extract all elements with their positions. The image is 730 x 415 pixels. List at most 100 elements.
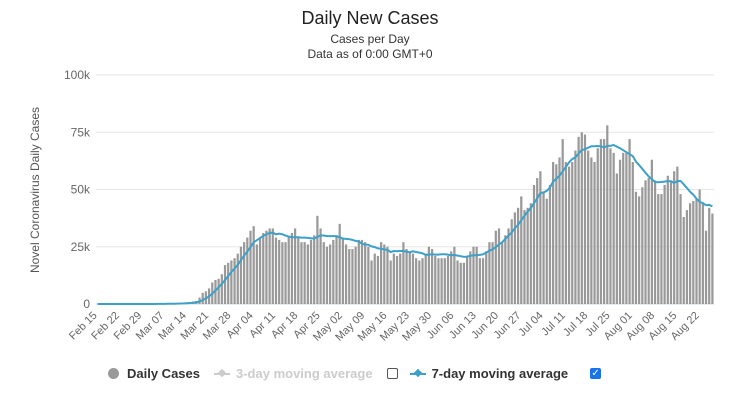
bar — [567, 166, 571, 304]
bar — [532, 184, 536, 304]
bar — [625, 152, 628, 304]
y-tick-label: 50k — [71, 183, 91, 197]
bar — [701, 203, 704, 304]
bar — [364, 242, 367, 304]
bar — [265, 230, 268, 304]
bar — [220, 274, 223, 304]
bar — [580, 132, 583, 304]
bar — [214, 279, 217, 304]
bar — [561, 139, 564, 304]
bar — [704, 230, 708, 304]
bar — [660, 194, 663, 304]
bar — [430, 249, 434, 304]
bar — [650, 159, 653, 304]
bar — [306, 244, 309, 304]
bar — [373, 253, 376, 304]
bar — [596, 148, 599, 304]
bar — [408, 251, 411, 304]
bar — [497, 228, 501, 304]
x-tick-label: Jul 04 — [516, 310, 545, 339]
bar — [494, 230, 497, 304]
bar — [666, 175, 669, 304]
chart-subtitle: Cases per Day — [330, 32, 409, 46]
bar — [478, 258, 481, 304]
bar — [227, 262, 230, 304]
x-tick-label: Jul 18 — [561, 310, 590, 339]
bar — [418, 260, 421, 304]
bar — [274, 237, 278, 304]
bar — [255, 244, 258, 304]
bar — [338, 223, 341, 304]
bar — [622, 152, 625, 304]
bar — [446, 255, 450, 304]
bar — [450, 251, 453, 304]
bar — [602, 139, 606, 304]
bar — [415, 258, 418, 304]
bar — [217, 278, 220, 304]
bar — [612, 152, 615, 304]
bar — [571, 162, 574, 304]
bar — [542, 191, 545, 304]
bar — [290, 233, 294, 304]
bar — [411, 253, 415, 304]
bar — [348, 249, 351, 304]
bar — [501, 242, 504, 304]
bar — [529, 203, 532, 304]
bar — [698, 189, 701, 304]
legend-7day-average[interactable]: 7-day moving average — [409, 366, 568, 381]
bar — [389, 260, 392, 304]
bar — [399, 253, 402, 304]
bar — [293, 228, 297, 304]
bar — [354, 246, 357, 304]
bar — [587, 150, 590, 304]
bar — [370, 260, 373, 304]
bar — [239, 246, 243, 304]
bar — [606, 125, 609, 304]
legend-daily-cases[interactable]: Daily Cases — [108, 366, 200, 381]
bar — [679, 194, 682, 304]
bar — [539, 171, 542, 304]
3day-average-checkbox[interactable] — [386, 368, 398, 379]
bar — [223, 265, 227, 304]
bar — [287, 237, 290, 304]
bar — [676, 166, 679, 304]
bar — [392, 253, 395, 304]
bar — [284, 242, 287, 304]
bar — [555, 164, 558, 304]
y-tick-label: 100k — [64, 68, 91, 82]
legend-3day-average[interactable]: 3-day moving average — [214, 366, 373, 381]
bar — [335, 235, 338, 304]
bar — [536, 178, 539, 304]
chart-subtitle-2: Data as of 0:00 GMT+0 — [307, 47, 432, 61]
bar — [379, 242, 383, 304]
bar — [332, 239, 335, 304]
bar — [548, 184, 552, 304]
bar — [443, 258, 446, 304]
bar — [583, 134, 587, 304]
bar — [456, 260, 459, 304]
y-tick-label: 25k — [71, 240, 91, 254]
bar — [491, 242, 494, 304]
bar — [246, 237, 249, 304]
bar — [271, 228, 274, 304]
bar — [513, 212, 517, 304]
bar — [485, 251, 488, 304]
bar — [300, 242, 303, 304]
bar — [657, 194, 660, 304]
bar — [341, 237, 344, 304]
7day-average-checkbox[interactable]: ✓ — [590, 368, 602, 379]
chart-title: Daily New Cases — [301, 8, 438, 28]
bar — [268, 228, 271, 304]
bar — [386, 246, 389, 304]
bar — [520, 196, 523, 304]
bar — [590, 157, 593, 304]
bar — [466, 255, 469, 304]
bar — [688, 203, 692, 304]
bar — [488, 242, 491, 304]
bar — [303, 242, 306, 304]
bar — [695, 198, 698, 304]
y-axis-title: Novel Coronavirus Daily Cases — [28, 107, 42, 273]
bar — [692, 200, 695, 304]
bar — [236, 253, 239, 304]
bar — [344, 244, 348, 304]
